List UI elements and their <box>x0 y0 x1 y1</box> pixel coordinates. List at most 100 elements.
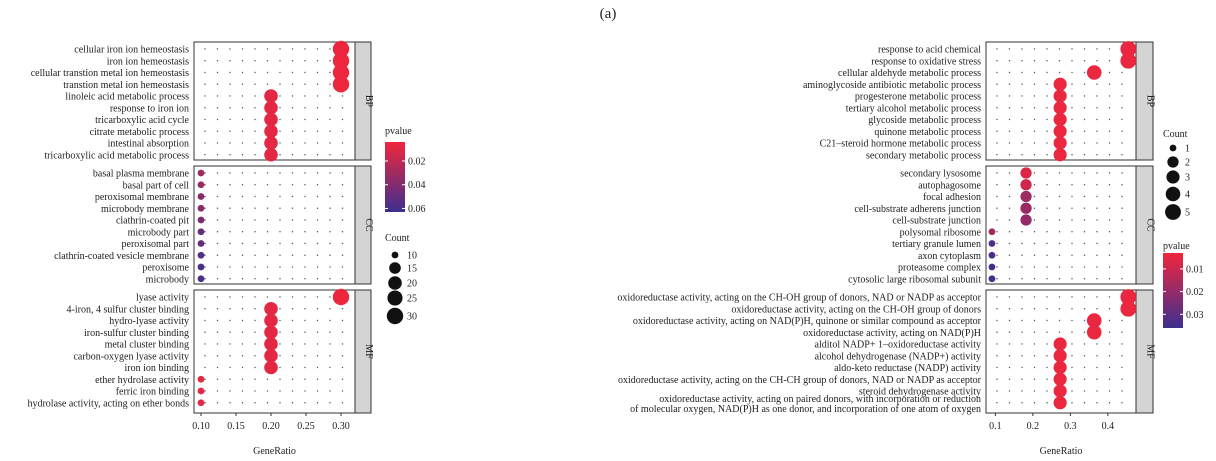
grid-dot <box>204 130 206 132</box>
grid-dot <box>279 60 281 62</box>
grid-dot <box>996 130 998 132</box>
grid-dot <box>1071 71 1073 74</box>
grid-dot <box>1058 207 1061 209</box>
grid-dot <box>329 48 331 50</box>
term-label: peroxisome <box>142 263 189 274</box>
grid-dot <box>1083 308 1086 310</box>
grid-dot <box>316 343 319 345</box>
grid-dot <box>1071 154 1073 156</box>
grid-dot <box>279 142 281 144</box>
x-tick-label: 0.3 <box>1064 421 1077 432</box>
grid-dot <box>254 48 256 50</box>
grid-dot <box>1121 242 1123 245</box>
grid-dot <box>329 378 331 380</box>
data-point <box>264 89 278 103</box>
grid-dot <box>329 184 331 186</box>
grid-dot <box>254 254 256 256</box>
grid-dot <box>329 266 331 268</box>
grid-dot <box>216 142 219 144</box>
grid-dot <box>279 83 281 85</box>
grid-dot <box>279 308 281 310</box>
grid-dot <box>316 195 319 198</box>
term-label: alcohol dehydrogenase (NADP+) activity <box>815 351 981 362</box>
grid-dot <box>229 142 231 144</box>
grid-dot <box>241 319 244 322</box>
grid-dot <box>316 355 319 357</box>
grid-dot <box>279 107 281 109</box>
term-label: aminoglycoside antibiotic metabolic proc… <box>803 80 981 91</box>
x-tick-label: 0.20 <box>262 421 280 432</box>
grid-dot <box>304 184 306 186</box>
grid-dot <box>1008 278 1011 280</box>
grid-dot <box>1083 219 1086 221</box>
grid-dot <box>291 296 294 298</box>
grid-dot <box>1096 118 1098 121</box>
term-label: peroxisomal membrane <box>95 192 190 203</box>
grid-dot <box>291 278 294 280</box>
grid-dot <box>1121 331 1123 333</box>
grid-dot <box>291 231 294 233</box>
grid-dot <box>316 231 319 233</box>
count-legend-dot <box>387 290 403 306</box>
grid-dot <box>1046 331 1048 333</box>
grid-dot <box>1108 242 1111 245</box>
grid-dot <box>279 71 281 74</box>
count-legend-dot <box>1165 204 1181 220</box>
grid-dot <box>1021 231 1023 233</box>
grid-dot <box>279 195 281 198</box>
data-point <box>197 251 205 259</box>
grid-dot <box>241 331 244 333</box>
grid-dot <box>1008 172 1011 174</box>
term-label: autophagosome <box>918 180 981 191</box>
grid-dot <box>254 60 256 62</box>
grid-dot <box>996 331 998 333</box>
grid-dot <box>316 242 319 245</box>
grid-dot <box>1083 366 1086 369</box>
grid-dot <box>216 118 219 121</box>
grid-dot <box>266 83 269 85</box>
grid-dot <box>216 130 219 132</box>
grid-dot <box>996 107 998 109</box>
grid-dot <box>1033 355 1036 357</box>
grid-dot <box>241 184 244 186</box>
grid-dot <box>1083 172 1086 174</box>
term-label: ferric iron binding <box>116 387 189 398</box>
grid-dot <box>291 154 294 156</box>
grid-dot <box>1033 266 1036 268</box>
grid-dot <box>996 378 998 380</box>
grid-dot <box>329 195 331 198</box>
term-label: oxidoreductase activity, acting on NAD(P… <box>803 328 981 339</box>
grid-dot <box>254 219 256 221</box>
grid-dot <box>1046 48 1048 50</box>
x-axis-label: GeneRatio <box>253 446 296 457</box>
data-point <box>1120 52 1137 69</box>
grid-dot <box>1121 130 1123 132</box>
grid-dot <box>216 184 219 186</box>
grid-dot <box>316 402 319 404</box>
grid-dot <box>254 207 256 209</box>
grid-dot <box>1033 242 1036 245</box>
grid-dot <box>229 378 231 380</box>
term-label: of molecular oxygen, NAD(P)H as one dono… <box>630 404 981 415</box>
facet-strip <box>354 165 372 285</box>
grid-dot <box>304 207 306 209</box>
grid-dot <box>291 207 294 209</box>
grid-dot <box>1008 231 1011 233</box>
grid-dot <box>304 308 306 310</box>
grid-dot <box>1021 355 1023 357</box>
grid-dot <box>1021 390 1023 392</box>
grid-dot <box>229 195 231 198</box>
term-label: microbody part <box>128 227 190 238</box>
grid-dot <box>1121 195 1123 198</box>
figure-caption: (a) <box>599 6 617 22</box>
grid-dot <box>1046 154 1048 156</box>
grid-dot <box>316 71 319 74</box>
data-point <box>197 228 205 236</box>
grid-dot <box>329 278 331 280</box>
term-label: tricarboxylic acid cycle <box>95 115 189 126</box>
grid-dot <box>1008 402 1011 404</box>
grid-dot <box>1021 278 1023 280</box>
grid-dot <box>329 366 331 369</box>
grid-dot <box>1046 343 1048 345</box>
grid-dot <box>1108 118 1111 121</box>
